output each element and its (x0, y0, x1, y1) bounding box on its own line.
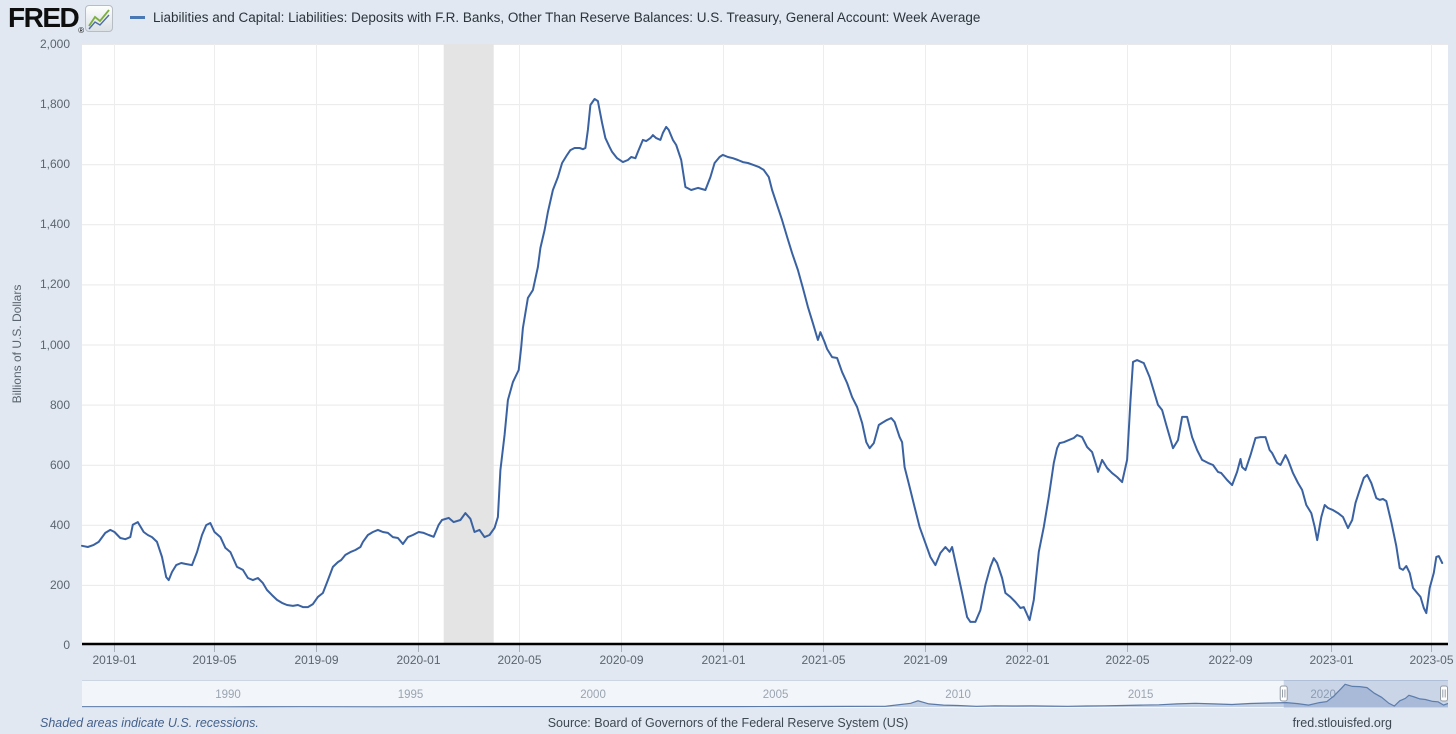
navigator-selected-range[interactable] (1283, 680, 1448, 708)
source-attribution: Source: Board of Governors of the Federa… (547, 716, 909, 730)
x-axis-tick-label: 2022-05 (1105, 653, 1150, 667)
x-axis-tick-label: 2023-01 (1309, 653, 1354, 667)
x-axis-tick-label: 2019-05 (192, 653, 237, 667)
fred-logo-text: FRED (8, 2, 80, 33)
navigator-background (82, 680, 1448, 708)
y-axis-tick-label: 1,000 (39, 337, 70, 352)
navigator-year-label: 2005 (763, 689, 789, 701)
x-axis-tick-label: 2020-09 (599, 653, 644, 667)
y-axis-tick-label: 1,400 (39, 217, 70, 232)
x-axis-tick-label: 2022-09 (1208, 653, 1253, 667)
x-axis-tick-label: 2019-09 (294, 653, 339, 667)
x-axis-tick-label: 2021-05 (801, 653, 846, 667)
y-axis-tick-label: 1,200 (39, 277, 70, 292)
fred-site-label: fred.stlouisfed.org (1292, 716, 1392, 730)
date-range-navigator[interactable]: 1990 1995 2000 2005 2010 2015 2020 (82, 680, 1448, 708)
x-axis-tick-marks (114, 645, 1432, 652)
x-axis-tick-label: 2021-01 (701, 653, 746, 667)
navigator-year-label: 2020 (1310, 689, 1336, 701)
navigator-right-handle[interactable] (1440, 685, 1448, 702)
main-chart[interactable] (81, 44, 1448, 656)
header: FRED® Liabilities and Capital: Liabiliti… (0, 0, 1456, 36)
y-axis-tick-label: 600 (49, 457, 70, 472)
y-axis-tick-label: 0 (63, 638, 70, 652)
y-axis-tick-label: 1,600 (39, 157, 70, 172)
navigator-year-label: 1995 (398, 689, 424, 701)
recession-note: Shaded areas indicate U.S. recessions. (40, 716, 259, 730)
navigator-year-label: 2000 (580, 689, 606, 701)
x-axis-tick-label: 2020-01 (396, 653, 441, 667)
y-axis-tick-label: 200 (49, 577, 70, 592)
navigator-area-line (82, 683, 1448, 708)
gridlines (82, 44, 1448, 645)
registered-mark: ® (78, 26, 85, 35)
x-axis-tick-label: 2020-05 (497, 653, 542, 667)
y-axis-tick-label: 2,000 (39, 37, 70, 51)
navigator-year-label: 2010 (945, 689, 971, 701)
x-axis-tick-label: 2021-09 (903, 653, 948, 667)
series-legend-dash-icon (130, 16, 145, 19)
fred-chart-icon (85, 5, 113, 32)
fred-logo[interactable]: FRED® (8, 2, 84, 35)
y-axis-tick-label: 400 (49, 517, 70, 532)
x-axis-tick-label: 2022-01 (1005, 653, 1050, 667)
x-axis-tick-label: 2019-01 (92, 653, 137, 667)
y-axis-tick-label: 800 (49, 397, 70, 412)
navigator-year-label: 1990 (215, 689, 241, 701)
navigator-left-handle[interactable] (1279, 685, 1288, 702)
chart-title: Liabilities and Capital: Liabilities: De… (153, 10, 981, 25)
series-line (81, 98, 1444, 623)
navigator-year-label: 2015 (1128, 689, 1154, 701)
recession-band (443, 44, 494, 645)
x-axis-tick-label: 2023-05 (1409, 653, 1454, 667)
y-axis-tick-label: 1,800 (39, 97, 70, 112)
